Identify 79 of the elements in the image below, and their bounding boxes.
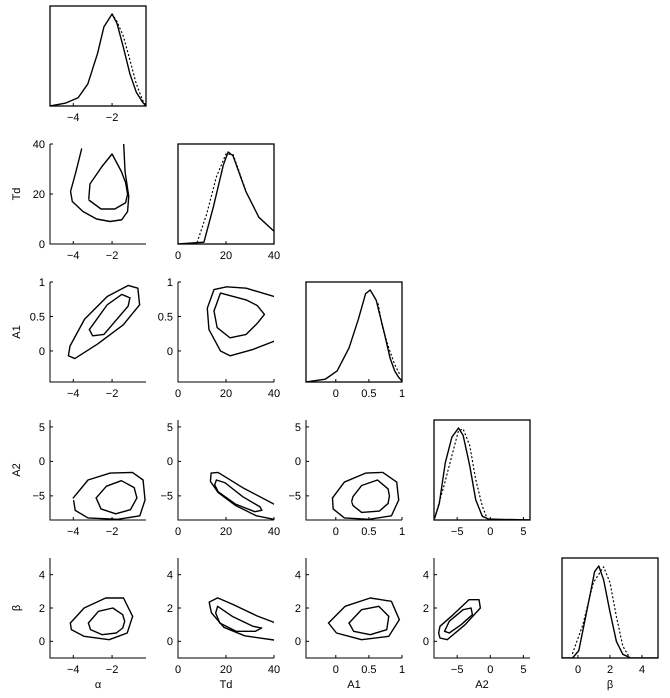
y-axis-title: β <box>11 604 23 612</box>
y-tick-label: 4 <box>422 570 429 582</box>
x-tick-label: −2 <box>106 112 118 124</box>
x-tick-label: 0.5 <box>361 526 377 538</box>
y-tick-label: 0 <box>294 456 301 468</box>
y-tick-label: −5 <box>288 490 301 503</box>
x-tick-label: −4 <box>67 664 80 676</box>
y-tick-label: 2 <box>38 602 45 615</box>
y-tick-label: 20 <box>32 188 45 201</box>
y-tick-label: 40 <box>32 138 45 151</box>
x-axis-title: A1 <box>347 679 361 691</box>
y-tick-label: 4 <box>294 570 301 582</box>
x-tick-label: 40 <box>268 664 280 676</box>
y-tick-label: 2 <box>294 602 301 615</box>
x-tick-label: 0 <box>487 664 494 676</box>
y-tick-label: 2 <box>422 602 429 615</box>
x-tick-label: 20 <box>220 664 232 676</box>
y-tick-label: 4 <box>38 570 45 582</box>
y-tick-label: 0 <box>166 636 173 648</box>
x-tick-label: 0 <box>487 526 494 538</box>
y-axis-title: Td <box>11 188 23 200</box>
x-tick-label: 0 <box>174 388 182 400</box>
x-tick-label: 0.5 <box>361 664 377 676</box>
x-axis-title: α <box>94 679 102 691</box>
y-tick-label: 0 <box>166 346 173 358</box>
x-tick-label: 0 <box>174 250 182 262</box>
y-tick-label: 0 <box>294 636 301 648</box>
x-tick-label: 2 <box>606 664 614 676</box>
y-tick-label: 0 <box>38 456 45 468</box>
x-tick-label: 0.5 <box>361 388 377 400</box>
y-axis-title: A1 <box>11 325 23 339</box>
y-tick-label: 5 <box>38 422 45 434</box>
x-tick-label: −4 <box>67 250 80 262</box>
y-tick-label: 4 <box>166 570 173 582</box>
x-tick-label: 5 <box>520 664 526 676</box>
x-tick-label: −4 <box>67 112 80 124</box>
y-tick-label: 1 <box>166 276 173 289</box>
y-tick-label: 0 <box>38 346 45 358</box>
y-tick-label: 0.5 <box>158 311 173 324</box>
x-tick-label: 0 <box>332 388 339 400</box>
x-tick-label: 1 <box>398 526 406 538</box>
y-tick-label: −5 <box>160 490 173 503</box>
x-tick-label: 0 <box>174 664 182 676</box>
y-tick-label: 2 <box>166 602 173 615</box>
x-tick-label: −5 <box>450 526 464 538</box>
x-tick-label: 5 <box>520 526 526 538</box>
x-axis-title: β <box>606 679 614 691</box>
y-tick-label: 1 <box>38 276 45 289</box>
x-tick-label: −4 <box>67 388 80 400</box>
y-axis-title: A2 <box>11 463 23 477</box>
x-tick-label: 0 <box>174 526 182 538</box>
y-tick-label: 0 <box>38 238 45 251</box>
y-tick-label: 5 <box>294 422 301 434</box>
x-tick-label: 0 <box>574 664 582 676</box>
x-tick-label: 40 <box>268 388 280 400</box>
x-tick-label: 0 <box>332 526 339 538</box>
y-tick-label: 0.5 <box>30 311 45 324</box>
x-tick-label: −2 <box>106 388 118 400</box>
y-tick-label: 0 <box>422 636 429 648</box>
x-tick-label: 20 <box>220 388 232 400</box>
x-tick-label: −5 <box>450 664 464 676</box>
x-axis-title: A2 <box>475 679 489 691</box>
y-tick-label: 0 <box>38 636 45 648</box>
x-tick-label: −4 <box>67 526 80 538</box>
y-tick-label: 5 <box>166 422 173 434</box>
x-tick-label: 4 <box>638 664 646 676</box>
x-axis-title: Td <box>220 679 232 691</box>
x-tick-label: 40 <box>268 250 280 262</box>
x-tick-label: 40 <box>268 526 280 538</box>
x-tick-label: 20 <box>220 250 232 262</box>
x-tick-label: −2 <box>106 526 118 538</box>
x-tick-label: −2 <box>106 250 118 262</box>
x-tick-label: −2 <box>106 664 118 676</box>
x-tick-label: 0 <box>332 664 339 676</box>
y-tick-label: 0 <box>166 456 173 468</box>
x-tick-label: 20 <box>220 526 232 538</box>
y-tick-label: −5 <box>32 490 45 503</box>
x-tick-label: 1 <box>398 664 406 676</box>
x-tick-label: 1 <box>398 388 406 400</box>
